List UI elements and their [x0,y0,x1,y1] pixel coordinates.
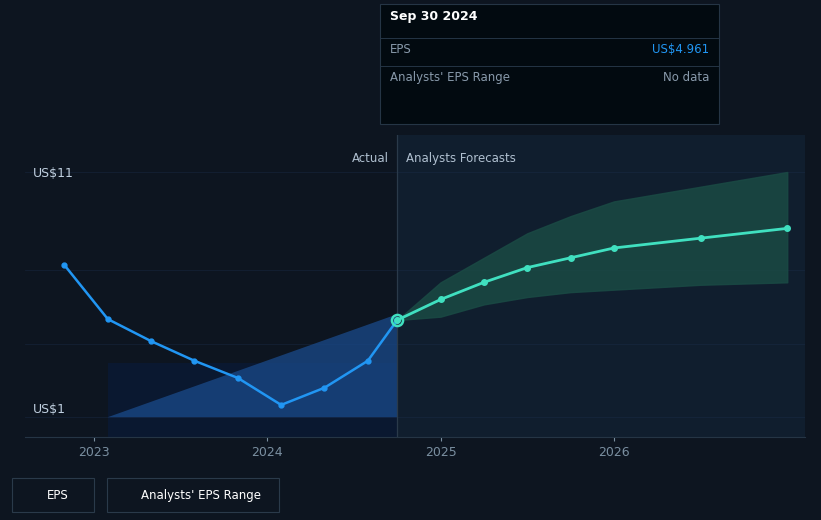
Text: US$4.961: US$4.961 [652,43,709,56]
Polygon shape [108,314,397,417]
Text: Analysts Forecasts: Analysts Forecasts [406,152,516,165]
Text: Analysts' EPS Range: Analysts' EPS Range [390,71,510,84]
Circle shape [20,489,30,503]
Bar [108,363,397,437]
Text: US$1: US$1 [34,403,67,416]
Circle shape [126,489,135,503]
Text: No data: No data [663,71,709,84]
Text: Actual: Actual [351,152,388,165]
Text: EPS: EPS [390,43,411,56]
Bar [397,135,805,437]
Text: EPS: EPS [47,489,68,502]
Text: Sep 30 2024: Sep 30 2024 [390,10,478,23]
Text: US$11: US$11 [34,167,74,180]
Circle shape [31,489,41,503]
Circle shape [114,489,124,503]
Text: Analysts' EPS Range: Analysts' EPS Range [141,489,261,502]
